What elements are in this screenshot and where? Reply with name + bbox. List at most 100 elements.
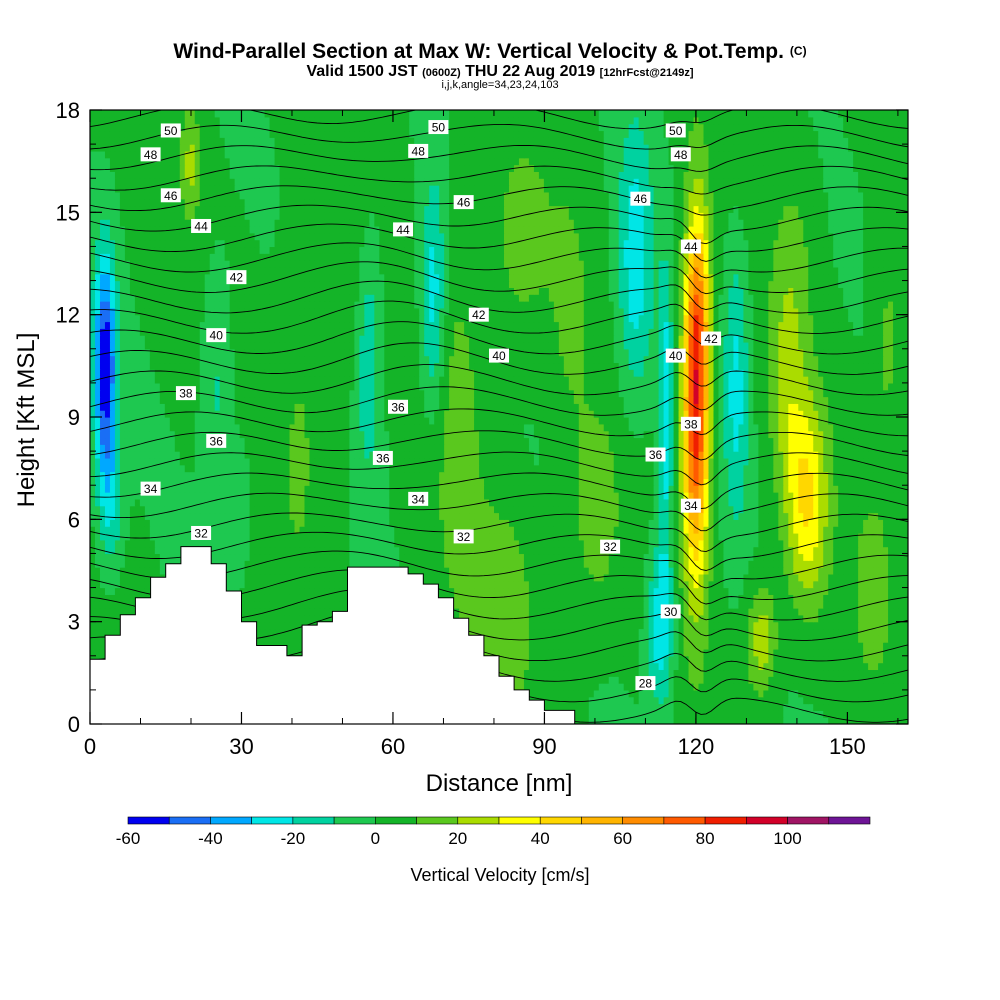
theta-contour-label: 42	[701, 331, 722, 346]
theta-contour-label-text: 42	[230, 271, 244, 285]
colorbar-swatch	[375, 816, 417, 825]
colorbar-tick-label: 100	[773, 829, 801, 848]
colorbar-swatch	[622, 816, 665, 825]
theta-contour-label-text: 50	[164, 124, 178, 138]
theta-contour-label-text: 36	[391, 400, 405, 414]
y-tick-label: 0	[68, 712, 80, 737]
theta-contour-label: 42	[226, 270, 247, 285]
colorbar-swatch	[251, 816, 294, 825]
x-tick-label: 30	[229, 734, 253, 759]
theta-contour-line	[90, 261, 908, 295]
theta-contour-label: 32	[191, 525, 212, 540]
theta-contour-label: 44	[680, 239, 701, 254]
colorbar-label: Vertical Velocity [cm/s]	[410, 865, 589, 885]
theta-contour-label-text: 28	[639, 677, 653, 691]
theta-contour-label: 34	[680, 498, 701, 513]
chart-subtitle: Valid 1500 JST (0600Z) THU 22 Aug 2019 […	[306, 63, 693, 80]
x-tick-label: 120	[678, 734, 715, 759]
colorbar-swatch	[663, 816, 706, 825]
theta-contour-label: 48	[670, 147, 691, 162]
colorbar-swatch	[333, 816, 376, 825]
theta-contour-label-text: 36	[649, 448, 663, 462]
theta-contour-line	[90, 408, 908, 437]
theta-contour-line	[90, 223, 908, 262]
theta-contour-label-text: 48	[144, 148, 158, 162]
theta-contour-line	[90, 123, 908, 150]
theta-contour-label-text: 42	[472, 308, 486, 322]
theta-contour-label-text: 36	[376, 451, 390, 465]
theta-contour-label: 50	[428, 120, 449, 135]
chart-title: Wind-Parallel Section at Max W: Vertical…	[173, 40, 806, 63]
theta-contour-label-text: 38	[179, 387, 193, 401]
theta-contour-line	[90, 204, 908, 245]
theta-contour-label: 46	[160, 188, 181, 203]
theta-contour-label: 32	[453, 529, 474, 544]
theta-contour-line	[90, 472, 908, 509]
theta-contour-label-text: 46	[634, 192, 648, 206]
theta-contour-label-text: 46	[164, 189, 178, 203]
colorbar-swatch	[787, 816, 830, 825]
theta-contour-label-text: 32	[603, 540, 617, 554]
colorbar-swatch	[828, 816, 871, 825]
theta-contour-label-text: 40	[669, 349, 683, 363]
theta-contour-label: 32	[600, 539, 621, 554]
x-tick-label: 60	[381, 734, 405, 759]
theta-contour-line	[90, 300, 908, 334]
theta-contour-label-text: 48	[674, 148, 688, 162]
plot-area: 50 48 46 44 42 40 38 36 34 32 50 48 46 44 42 40 36 36 34 32…	[90, 110, 908, 724]
theta-contour-label-text: 44	[194, 219, 208, 233]
theta-contour-line	[90, 144, 908, 172]
theta-contour-label: 44	[393, 222, 414, 237]
theta-contour-line	[90, 430, 908, 461]
indices-line: i,j,k,angle=34,23,24,103	[441, 79, 558, 91]
y-axis-label: Height [Kft MSL]	[13, 333, 40, 508]
x-axis: 0 30 60 90 120 150	[84, 110, 899, 759]
theta-contour-label: 28	[635, 676, 656, 691]
theta-contour-label: 38	[680, 416, 701, 431]
theta-contour-label: 36	[388, 399, 409, 414]
theta-contour-label: 46	[453, 195, 474, 210]
theta-contour-line	[90, 451, 908, 486]
theta-contour-line	[90, 492, 908, 532]
theta-contour-line	[90, 165, 908, 195]
theta-contour-label-text: 44	[684, 240, 698, 254]
theta-contour-label-text: 50	[432, 121, 446, 135]
theta-contour-line	[90, 364, 908, 396]
theta-contour-label-text: 36	[210, 434, 224, 448]
theta-contour-line	[90, 242, 908, 279]
theta-contour-label: 36	[645, 447, 666, 462]
theta-contour-label: 34	[408, 491, 429, 506]
y-tick-label: 18	[56, 98, 80, 123]
y-tick-label: 15	[56, 200, 80, 225]
theta-contour-label: 48	[140, 147, 161, 162]
theta-contour-label: 38	[175, 386, 196, 401]
y-tick-label: 6	[68, 507, 80, 532]
theta-contour-label: 40	[665, 348, 686, 363]
theta-contour-label: 46	[630, 191, 651, 206]
theta-contour-label-text: 34	[412, 492, 426, 506]
colorbar-swatch	[498, 816, 541, 825]
colorbar-swatch	[292, 816, 335, 825]
theta-contour-label-text: 30	[664, 605, 678, 619]
theta-contour-label: 34	[140, 481, 161, 496]
x-axis-label: Distance [nm]	[426, 770, 573, 797]
terrain-mask	[90, 546, 576, 724]
theta-contour-label: 42	[468, 307, 489, 322]
colorbar-tick-label: 0	[371, 829, 380, 848]
x-tick-label: 0	[84, 734, 96, 759]
colorbar-swatch	[704, 816, 747, 825]
colorbar-swatch	[210, 816, 252, 825]
colorbar-tick-label: -60	[116, 829, 141, 848]
theta-contour-label: 36	[372, 450, 393, 465]
colorbar-tick-label: 80	[696, 829, 715, 848]
theta-contour-label-text: 32	[457, 530, 471, 544]
theta-contour-label-text: 46	[457, 196, 471, 210]
theta-contour-label: 40	[489, 348, 509, 363]
theta-contour-label-text: 38	[684, 417, 698, 431]
y-tick-label: 12	[56, 303, 80, 328]
colorbar-tick-label: 60	[613, 829, 632, 848]
theta-contour-line	[90, 386, 908, 416]
theta-contour-line	[90, 512, 908, 553]
